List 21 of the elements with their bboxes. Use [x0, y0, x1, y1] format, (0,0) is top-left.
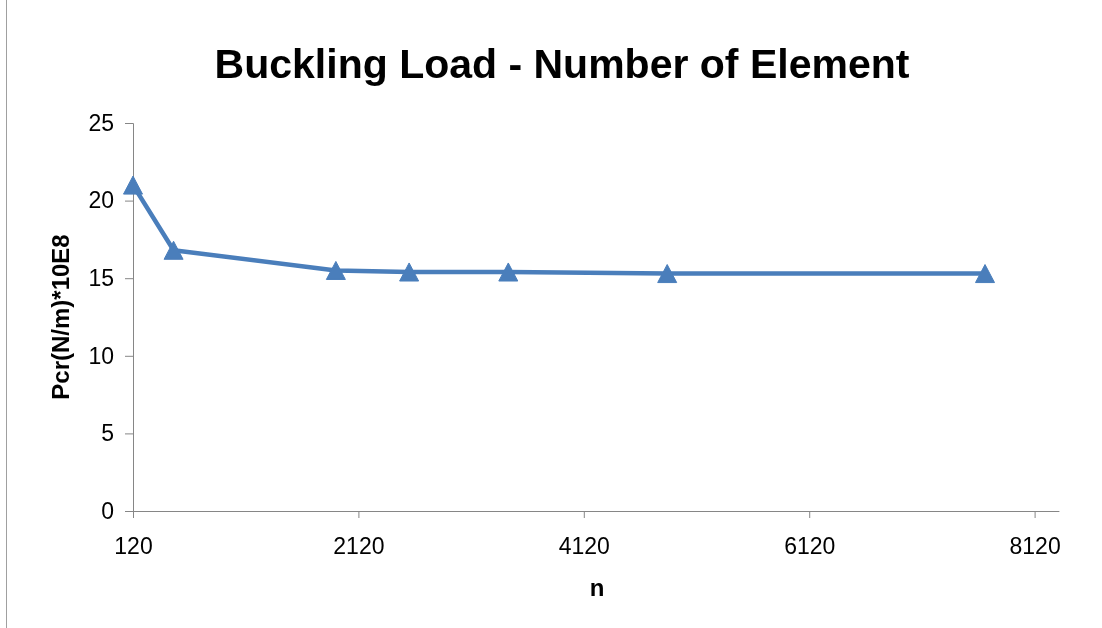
x-tick-label: 4120 — [558, 533, 610, 560]
x-tick-label: 120 — [114, 533, 153, 560]
y-tick-label: 0 — [101, 497, 114, 524]
point — [975, 264, 996, 284]
y-axis-title: Pcr(N/m)*10E8 — [47, 234, 74, 400]
y-tick-label: 15 — [88, 265, 114, 292]
x-tick-label: 2120 — [333, 533, 385, 560]
point — [325, 260, 346, 280]
chart-title: Buckling Load - Number of Element — [214, 41, 910, 87]
point — [163, 240, 184, 260]
y-tick-label: 20 — [88, 187, 114, 214]
x-tick-label: 8120 — [1009, 533, 1061, 560]
point — [498, 262, 519, 282]
point — [399, 262, 420, 282]
y-tick-label: 25 — [88, 109, 114, 136]
point — [657, 264, 678, 284]
point — [123, 175, 143, 195]
x-tick-label: 6120 — [784, 533, 836, 560]
x-axis-title: n — [589, 574, 605, 601]
y-tick-label: 10 — [88, 342, 114, 369]
y-tick-label: 5 — [101, 420, 114, 447]
